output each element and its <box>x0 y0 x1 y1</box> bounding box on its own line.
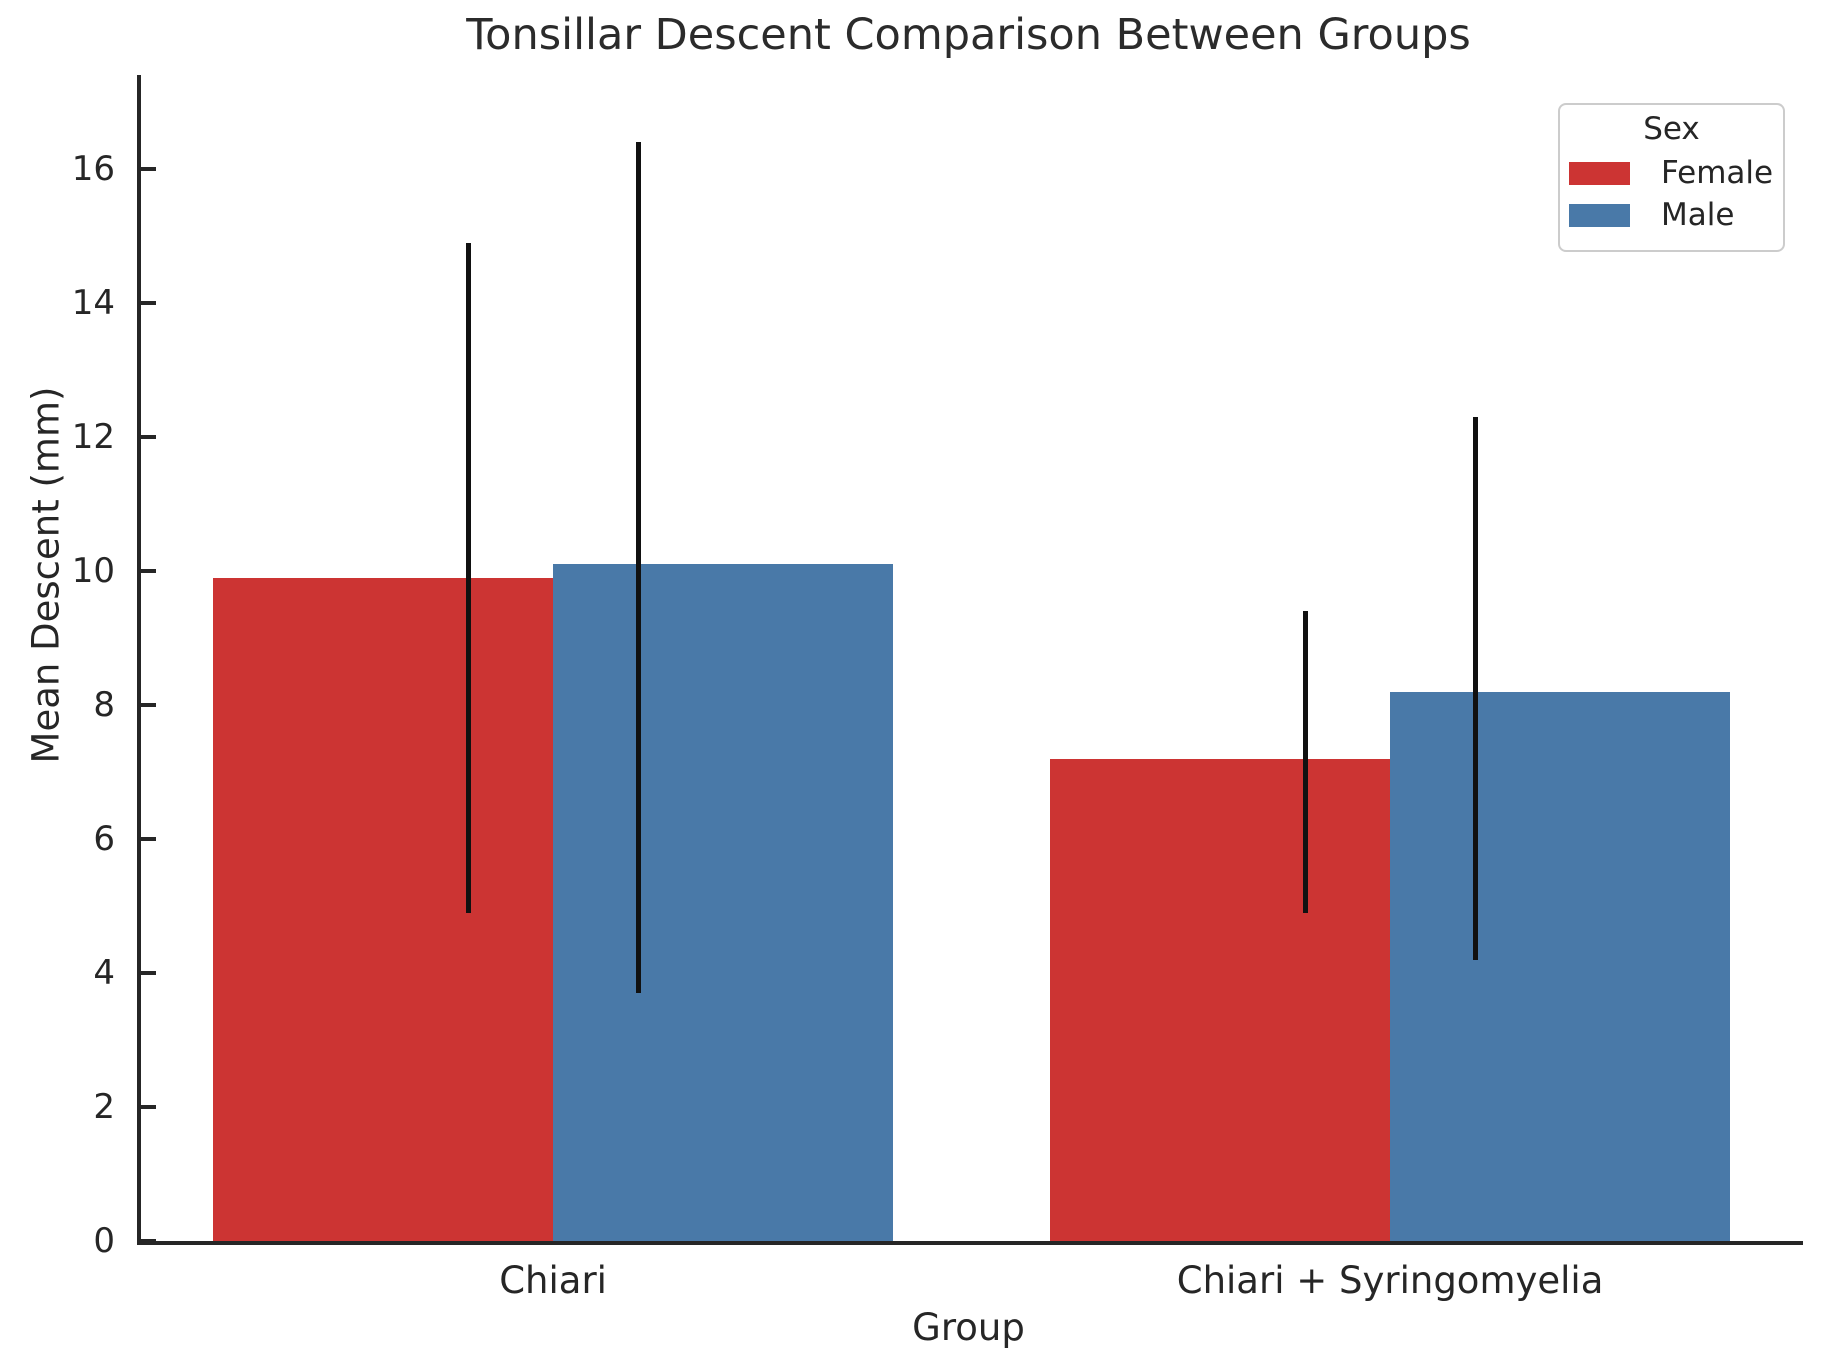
y-axis-label: Mean Descent (mm) <box>24 386 68 764</box>
bar-male-chiari <box>553 564 894 1241</box>
y-tick-mark <box>141 1239 156 1243</box>
legend-label-female: Female <box>1661 155 1774 191</box>
legend-item-male: Male <box>1569 197 1783 233</box>
x-tick-label-chiari: Chiari <box>499 1259 607 1302</box>
y-tick-mark <box>141 970 156 975</box>
y-tick-label: 8 <box>93 684 115 725</box>
y-tick-label: 16 <box>71 148 115 189</box>
y-axis-spine <box>137 75 141 1241</box>
y-tick-label: 0 <box>93 1221 115 1261</box>
y-tick-mark <box>141 300 156 305</box>
y-tick-label: 14 <box>71 282 115 323</box>
bar-female-chiari-syringomyelia <box>1049 758 1391 1241</box>
legend: Sex Female Male <box>1558 103 1785 252</box>
y-tick-mark <box>141 702 156 707</box>
plot-area: 0 2 4 6 8 10 12 14 16 Chiari Chiari + Syringomyeli… <box>72 75 1803 1302</box>
legend-title: Sex <box>1643 111 1700 147</box>
error-bar-female-chiari <box>465 242 471 913</box>
legend-item-female: Female <box>1569 155 1783 191</box>
x-axis-label: Group <box>912 1306 1025 1349</box>
y-tick-label: 2 <box>93 1086 115 1127</box>
x-tick-label-chiari-syringomyelia: Chiari + Syringomyelia <box>1176 1259 1604 1302</box>
y-tick-label: 10 <box>71 550 115 591</box>
error-bar-male-chiari <box>635 142 641 994</box>
y-tick-mark <box>141 434 156 439</box>
y-tick-label: 6 <box>93 818 115 859</box>
legend-swatch-female <box>1569 161 1630 185</box>
y-tick-label: 12 <box>71 416 115 457</box>
error-bar-male-chiari-syringomyelia <box>1472 416 1478 960</box>
bar-male-chiari-syringomyelia <box>1390 691 1731 1241</box>
legend-swatch-male <box>1569 203 1630 227</box>
y-tick-mark <box>141 166 156 171</box>
y-tick-mark <box>141 836 156 841</box>
legend-label-male: Male <box>1661 197 1735 233</box>
y-tick-mark <box>141 1104 156 1109</box>
y-tick-label: 4 <box>93 952 115 993</box>
legend-items: Female Male <box>1560 155 1783 233</box>
bar-female-chiari <box>212 577 554 1241</box>
x-axis-spine <box>137 1241 1803 1245</box>
error-bar-female-chiari-syringomyelia <box>1302 611 1308 913</box>
chart-title: Tonsillar Descent Comparison Between Gro… <box>466 10 1471 60</box>
y-tick-mark <box>141 568 156 573</box>
